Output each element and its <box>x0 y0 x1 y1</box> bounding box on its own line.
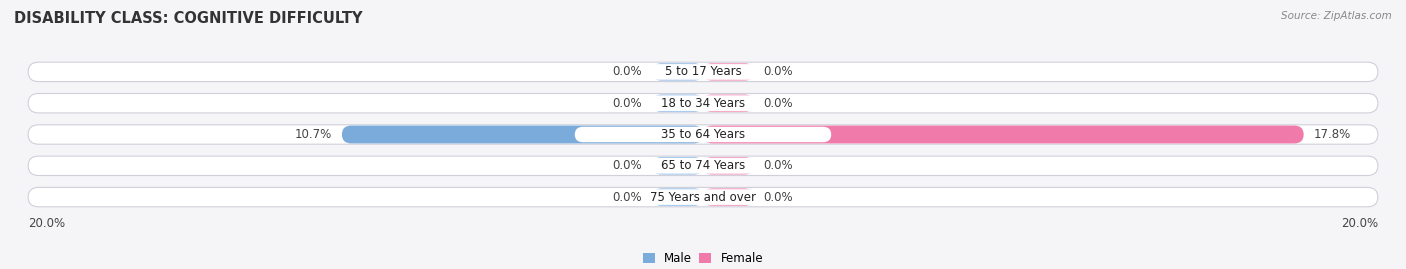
FancyBboxPatch shape <box>342 126 703 143</box>
Text: 0.0%: 0.0% <box>613 159 643 172</box>
Text: 0.0%: 0.0% <box>763 97 793 110</box>
FancyBboxPatch shape <box>575 95 831 111</box>
Text: 20.0%: 20.0% <box>1341 217 1378 231</box>
FancyBboxPatch shape <box>703 188 754 206</box>
FancyBboxPatch shape <box>703 94 754 112</box>
Text: 20.0%: 20.0% <box>28 217 65 231</box>
FancyBboxPatch shape <box>575 189 831 205</box>
FancyBboxPatch shape <box>28 125 1378 144</box>
Text: 35 to 64 Years: 35 to 64 Years <box>661 128 745 141</box>
Text: 10.7%: 10.7% <box>295 128 332 141</box>
Text: 65 to 74 Years: 65 to 74 Years <box>661 159 745 172</box>
Text: 17.8%: 17.8% <box>1313 128 1351 141</box>
Text: 0.0%: 0.0% <box>763 191 793 204</box>
Text: 75 Years and over: 75 Years and over <box>650 191 756 204</box>
Text: 0.0%: 0.0% <box>613 191 643 204</box>
Text: 18 to 34 Years: 18 to 34 Years <box>661 97 745 110</box>
Text: 0.0%: 0.0% <box>763 159 793 172</box>
Text: 0.0%: 0.0% <box>613 97 643 110</box>
FancyBboxPatch shape <box>28 62 1378 82</box>
FancyBboxPatch shape <box>652 157 703 175</box>
Text: Source: ZipAtlas.com: Source: ZipAtlas.com <box>1281 11 1392 21</box>
Text: 5 to 17 Years: 5 to 17 Years <box>665 65 741 78</box>
FancyBboxPatch shape <box>575 127 831 142</box>
FancyBboxPatch shape <box>575 158 831 174</box>
Text: DISABILITY CLASS: COGNITIVE DIFFICULTY: DISABILITY CLASS: COGNITIVE DIFFICULTY <box>14 11 363 26</box>
Legend: Male, Female: Male, Female <box>638 247 768 269</box>
FancyBboxPatch shape <box>28 94 1378 113</box>
FancyBboxPatch shape <box>703 126 1303 143</box>
FancyBboxPatch shape <box>575 64 831 80</box>
Text: 0.0%: 0.0% <box>763 65 793 78</box>
FancyBboxPatch shape <box>28 156 1378 175</box>
FancyBboxPatch shape <box>652 63 703 81</box>
FancyBboxPatch shape <box>703 157 754 175</box>
FancyBboxPatch shape <box>28 187 1378 207</box>
FancyBboxPatch shape <box>652 188 703 206</box>
Text: 0.0%: 0.0% <box>613 65 643 78</box>
FancyBboxPatch shape <box>652 94 703 112</box>
FancyBboxPatch shape <box>703 63 754 81</box>
